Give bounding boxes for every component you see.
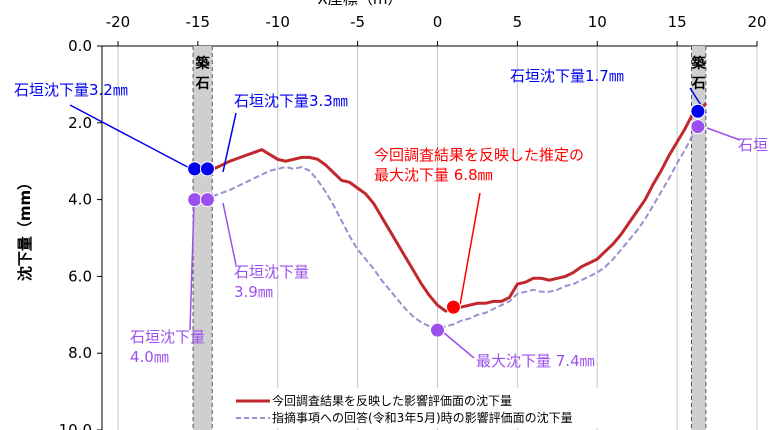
legend-label-previous: 指摘事項への回答(令和3年5月)時の影響評価面の沈下量 (272, 410, 573, 425)
annotation-text: 今回調査結果を反映した推定の (374, 146, 584, 164)
annotation-text: 3.9㎜ (234, 283, 273, 301)
wall-band (691, 46, 706, 430)
data-marker (187, 192, 203, 208)
series-line-previous (194, 120, 707, 332)
axis-layer: X座標（m） 沈下量（mm） -20 -15 -10 -5 0 5 10 15 20 0.0 2.0… (16, 0, 767, 430)
wall-band (193, 46, 213, 430)
data-marker (690, 119, 706, 135)
x-tick-label: 20 (747, 13, 766, 31)
annotation-text: 最大沈下量 7.4㎜ (476, 352, 595, 370)
annotation-text: 石垣沈下量1.7㎜ (510, 67, 624, 85)
series-line-current (194, 102, 707, 313)
y-axis-label: 沈下量（mm） (16, 175, 34, 281)
y-tick-label: 10.0 (59, 421, 92, 430)
annotation-leader-line (459, 192, 481, 306)
data-marker (445, 299, 461, 315)
y-tick-label: 2.0 (68, 114, 92, 132)
x-tick-label: 0 (433, 13, 443, 31)
x-tick-label: -15 (186, 13, 211, 31)
annotation-text: 石垣沈下量3.3㎜ (234, 92, 348, 110)
legend-box (224, 388, 676, 428)
x-tick-label: -20 (106, 13, 131, 31)
annotation-text: 石垣沈下量3.2㎜ (14, 81, 128, 99)
y-tick-label: 8.0 (68, 344, 92, 362)
legend: 今回調査結果を反映した影響評価面の沈下量 指摘事項への回答(令和3年5月)時の影… (224, 388, 676, 428)
y-tick-label: 0.0 (68, 37, 92, 55)
annotation-text: 石垣沈下量 (130, 328, 205, 346)
data-marker (199, 161, 215, 177)
annotation-leader-line (222, 112, 237, 173)
annotation-text: 最大沈下量 6.8㎜ (374, 166, 493, 184)
legend-label-current: 今回調査結果を反映した影響評価面の沈下量 (272, 393, 512, 408)
x-tick-label: 10 (588, 13, 607, 31)
annotation-leader-line (69, 104, 198, 173)
wall-band-label: 石 (195, 76, 210, 92)
x-tick-label: 15 (668, 13, 687, 31)
y-tick-label: 6.0 (68, 267, 92, 285)
wall-band-label: 石 (691, 76, 706, 92)
data-marker (187, 161, 203, 177)
data-marker (199, 192, 215, 208)
x-axis-label: X座標（m） (318, 0, 403, 8)
x-tick-label: -5 (350, 13, 365, 31)
series-layer (194, 102, 707, 332)
annotation-text: 石垣沈下量 (234, 263, 309, 281)
annotation-leader-line (706, 127, 741, 141)
annotation-leader-line (222, 202, 237, 266)
wall-band-label: 築 (691, 55, 707, 72)
wall-band-label: 築 (195, 55, 211, 72)
x-tick-label: 5 (513, 13, 523, 31)
data-marker (429, 322, 445, 338)
annotation-text: 4.0㎜ (130, 348, 169, 366)
y-tick-label: 4.0 (68, 191, 92, 209)
annotation-leader-line (189, 202, 195, 331)
x-tick-label: -10 (265, 13, 290, 31)
marker-layer (187, 103, 706, 338)
data-marker (690, 103, 706, 119)
annotation-text: 石垣 (738, 136, 768, 154)
